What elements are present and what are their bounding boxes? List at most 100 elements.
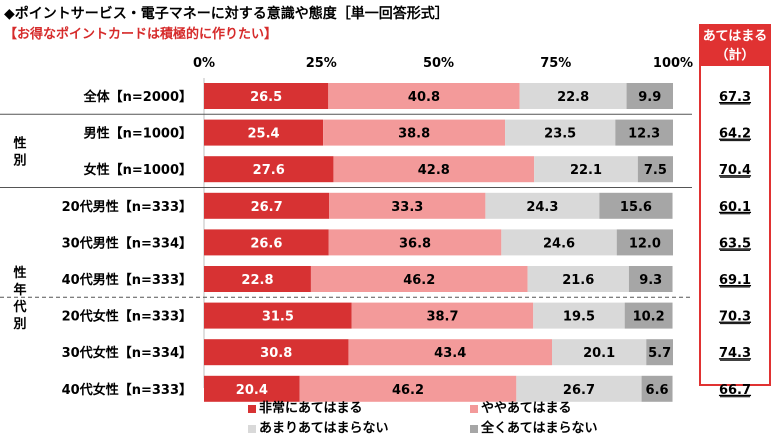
legend-swatch — [248, 424, 256, 433]
data-label: 31.5 — [262, 310, 294, 325]
bar-segment — [485, 192, 600, 219]
data-label: 42.8 — [418, 163, 450, 178]
bar-segment — [204, 192, 330, 219]
bar-segment — [204, 375, 300, 402]
row-label: 30代男性【n=334】 — [62, 235, 192, 251]
data-label: 26.5 — [250, 90, 282, 105]
bar-segment — [310, 266, 528, 292]
group-label: 性年代別 — [12, 265, 26, 332]
x-tick-label: 100% — [653, 56, 693, 71]
bar-segment — [637, 156, 673, 183]
bar-segment — [646, 339, 673, 366]
summary-value: 74.3 — [719, 346, 751, 361]
chart-title: ◆ポイントサービス・電子マネーに対する意識や態度［単一回答形式］ — [4, 6, 449, 22]
bar-segment — [329, 192, 486, 219]
row-label: 20代女性【n=333】 — [62, 309, 192, 325]
data-label: 7.5 — [644, 163, 667, 178]
bar-segment — [204, 302, 352, 329]
bar-segment — [299, 375, 517, 402]
legend-label: 全くあてはまらない — [481, 421, 598, 436]
row-label: 40代女性【n=333】 — [62, 382, 192, 398]
legend-swatch — [470, 404, 478, 413]
bar-segment — [527, 266, 629, 292]
data-label: 24.3 — [526, 200, 558, 215]
summary-value: 69.1 — [719, 273, 751, 288]
bar-segment — [204, 229, 329, 256]
data-label: 22.8 — [241, 273, 273, 288]
summary-value: 64.2 — [719, 127, 751, 142]
bar-segment — [616, 229, 673, 256]
row-label: 20代男性【n=333】 — [62, 199, 192, 215]
data-label: 36.8 — [399, 236, 431, 251]
legend-label: 非常にあてはまる — [259, 401, 363, 416]
data-label: 12.3 — [628, 127, 660, 142]
bar-segment — [551, 339, 647, 366]
data-label: 38.7 — [426, 310, 458, 325]
summary-header-line2: （計） — [715, 48, 755, 63]
summary-value: 63.5 — [719, 236, 751, 251]
bar-segment — [328, 229, 502, 256]
data-label: 46.2 — [392, 383, 424, 398]
data-label: 38.8 — [398, 127, 430, 142]
data-label: 46.2 — [403, 273, 435, 288]
bar-segment — [204, 156, 334, 183]
summary-value: 60.1 — [719, 200, 751, 215]
data-label: 33.3 — [391, 200, 423, 215]
data-label: 23.5 — [544, 127, 576, 142]
legend-item: あまりあてはまらない — [248, 417, 388, 436]
summary-value: 70.3 — [719, 310, 751, 325]
bar-segment — [323, 119, 506, 146]
summary-column-box — [699, 66, 771, 386]
bar-segment — [328, 83, 520, 109]
row-label: 女性【n=1000】 — [84, 162, 192, 178]
bar-segment — [534, 156, 638, 183]
summary-value: 70.4 — [719, 163, 751, 178]
x-tick-label: 25% — [306, 56, 337, 71]
row-label: 全体【n=2000】 — [83, 89, 192, 105]
data-label: 5.7 — [648, 346, 671, 361]
data-label: 24.6 — [543, 236, 575, 251]
bar-segment — [533, 302, 625, 329]
bar-segment — [505, 119, 616, 146]
x-tick-label: 50% — [423, 56, 454, 71]
legend-label: あまりあてはまらない — [259, 421, 389, 436]
x-tick-label: 0% — [193, 56, 215, 71]
data-label: 20.1 — [583, 346, 615, 361]
legend-swatch — [470, 424, 478, 433]
bar-segment — [519, 83, 627, 109]
bar-segment — [501, 229, 617, 256]
summary-value: 66.7 — [719, 383, 751, 398]
legend-item: ややあてはまる — [470, 397, 571, 416]
row-label: 30代女性【n=334】 — [62, 345, 192, 361]
data-label: 40.8 — [408, 90, 440, 105]
summary-header: あてはまる （計） — [699, 24, 771, 66]
bar-segment — [599, 192, 673, 219]
data-label: 30.8 — [260, 346, 292, 361]
data-label: 9.3 — [639, 273, 662, 288]
summary-header-line1: あてはまる — [702, 29, 768, 44]
data-label: 19.5 — [563, 310, 595, 325]
bar-segment — [516, 375, 642, 402]
bar-segment — [204, 339, 349, 366]
data-label: 26.6 — [250, 236, 282, 251]
legend-label: ややあてはまる — [481, 401, 572, 416]
data-label: 10.2 — [633, 310, 665, 325]
data-label: 9.9 — [638, 90, 661, 105]
data-label: 22.8 — [557, 90, 589, 105]
legend-item: 全くあてはまらない — [470, 417, 597, 436]
data-label: 27.6 — [253, 163, 285, 178]
bar-segment — [333, 156, 535, 183]
data-label: 6.6 — [646, 383, 669, 398]
bar-segment — [204, 266, 311, 292]
bar-segment — [351, 302, 534, 329]
bar-segment — [628, 266, 673, 292]
bar-segment — [204, 83, 329, 109]
data-label: 12.0 — [629, 236, 661, 251]
group-label: 性別 — [12, 135, 26, 168]
x-tick-label: 75% — [540, 56, 571, 71]
data-label: 22.1 — [570, 163, 602, 178]
data-label: 21.6 — [562, 273, 594, 288]
summary-value: 67.3 — [719, 90, 751, 105]
legend-swatch — [248, 404, 256, 413]
